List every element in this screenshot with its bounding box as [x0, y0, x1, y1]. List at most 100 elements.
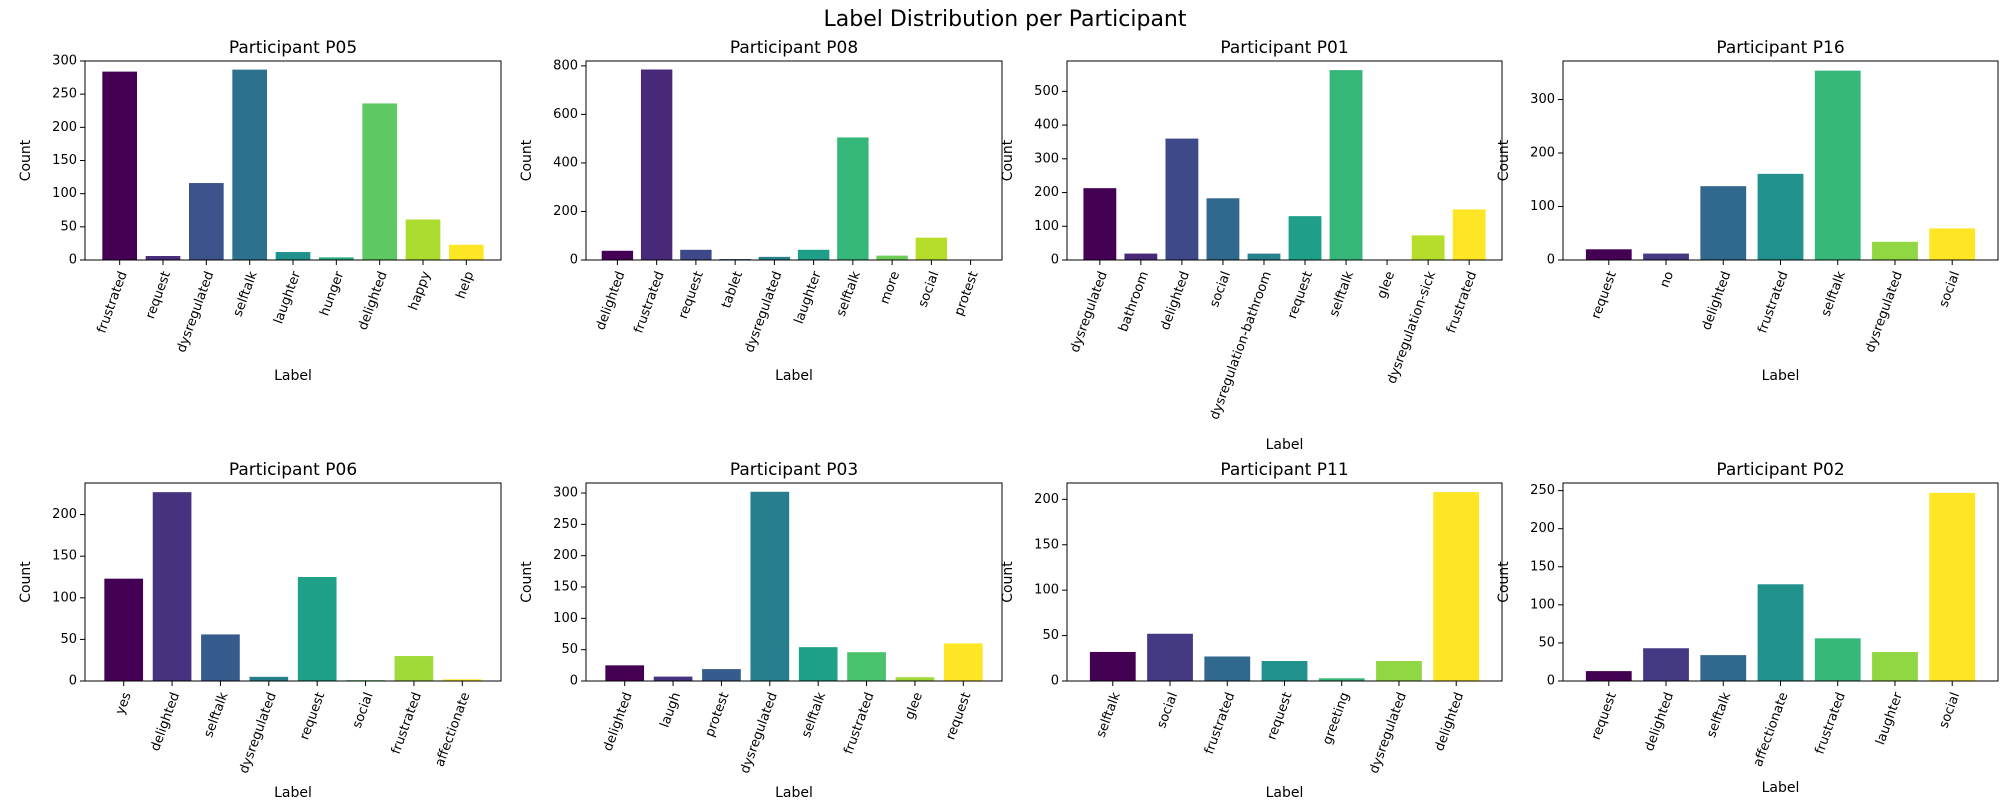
subplot-title: Participant P16: [1716, 38, 1844, 58]
x-tick-label: no: [1657, 269, 1677, 289]
bar-dysregulated: [249, 676, 289, 681]
axes-frame: [1066, 60, 1503, 261]
x-tick-label: frustrated: [94, 269, 130, 335]
y-tick-label: 50: [1042, 628, 1059, 643]
bar-social: [1147, 633, 1193, 681]
x-tick-label: laughter: [1873, 690, 1906, 747]
x-tick-label: request: [1589, 269, 1620, 321]
bar-delighted: [1433, 492, 1480, 681]
bar-protest: [702, 669, 741, 681]
y-tick-label: 200: [1034, 185, 1059, 200]
bar-hunger: [319, 257, 354, 260]
x-tick-label: request: [1285, 269, 1316, 321]
y-tick-label: 300: [1530, 92, 1555, 107]
y-tick-label: 500: [1034, 84, 1059, 99]
y-tick-label: 200: [553, 548, 578, 563]
x-tick-label: protest: [703, 690, 733, 739]
bar-dysregulation-bathroom: [1247, 253, 1281, 260]
x-tick-label: affectionate: [433, 690, 474, 768]
bar-delighted: [362, 103, 397, 260]
bar-dysregulated: [758, 256, 791, 260]
x-axis-label: Label: [1266, 785, 1304, 801]
y-tick-label: 800: [553, 58, 578, 73]
bar-dysregulated: [750, 491, 790, 681]
x-tick-label: social: [1154, 690, 1181, 730]
x-tick-label: yes: [113, 690, 135, 716]
bar-laugh: [653, 676, 693, 681]
x-axis-label: Label: [1762, 780, 1800, 796]
bar-request: [1261, 661, 1308, 681]
axes-frame: [84, 482, 502, 682]
subplot-title: Participant P01: [1220, 38, 1348, 58]
x-tick-label: selftalk: [1327, 269, 1357, 319]
x-tick-label: social: [1207, 269, 1234, 309]
y-tick-label: 50: [1538, 635, 1555, 650]
bar-laughter: [275, 252, 311, 260]
bar-dysregulation-sick: [1411, 235, 1445, 260]
y-axis-label: Count: [519, 139, 535, 181]
bar-social: [1929, 492, 1976, 681]
y-tick-label: 200: [1530, 146, 1555, 161]
bar-request: [1585, 671, 1632, 681]
y-tick-label: 600: [553, 107, 578, 122]
subplot-2: dysregulated bathroom delighted socialdysre…: [1000, 38, 1503, 453]
subplot-1: delighted frustrated request tabletdysregul…: [519, 38, 1003, 384]
y-tick-label: 200: [1034, 492, 1059, 507]
bar-request: [1288, 216, 1322, 260]
y-tick-label: 0: [69, 674, 77, 689]
bar-delighted: [605, 665, 645, 681]
subplot-0: frustrated request dysregulated selftalk lau…: [18, 38, 502, 384]
bar-more: [876, 255, 908, 260]
x-tick-label: selftalk: [834, 269, 864, 319]
y-tick-label: 100: [52, 186, 77, 201]
x-axis-label: Label: [1266, 437, 1304, 453]
bar-social: [915, 237, 948, 260]
bar-laughter: [1872, 652, 1918, 681]
bar-request: [297, 577, 337, 681]
y-tick-label: 50: [60, 632, 77, 647]
y-tick-label: 100: [1034, 219, 1059, 234]
x-tick-label: protest: [952, 269, 982, 318]
subplot-title: Participant P05: [229, 38, 357, 58]
bar-delighted: [152, 492, 192, 681]
y-tick-label: 50: [561, 642, 578, 657]
y-tick-label: 400: [553, 155, 578, 170]
x-tick-label: selftalk: [1094, 690, 1124, 740]
bar-selftalk: [201, 634, 240, 681]
axes-frame: [84, 60, 502, 261]
x-axis-label: Label: [274, 368, 312, 384]
x-axis-label: Label: [274, 785, 312, 801]
axes-frame: [1562, 60, 1999, 261]
y-tick-label: 0: [69, 253, 77, 268]
y-tick-label: 300: [553, 486, 578, 501]
x-tick-label: help: [454, 269, 478, 301]
y-tick-label: 0: [1547, 674, 1555, 689]
subplot-title: Participant P11: [1220, 460, 1348, 480]
x-tick-label: delighted: [1432, 690, 1467, 753]
bar-no: [1643, 253, 1689, 260]
bar-dysregulated: [1872, 241, 1918, 260]
y-tick-label: 0: [1051, 674, 1059, 689]
y-tick-label: 150: [52, 549, 77, 564]
bar-selftalk: [1814, 70, 1861, 260]
bar-social: [1206, 198, 1240, 260]
x-axis-label: Label: [1762, 368, 1800, 384]
x-tick-label: glee: [902, 690, 926, 721]
y-axis-label: Count: [519, 561, 535, 603]
x-tick-label: social: [350, 690, 377, 730]
subplot-title: Participant P08: [730, 38, 858, 58]
x-tick-label: selftalk: [201, 690, 231, 740]
x-tick-label: frustrated: [631, 269, 667, 335]
y-tick-label: 200: [52, 120, 77, 135]
x-tick-label: selftalk: [799, 690, 829, 740]
x-tick-label: bathroom: [1116, 269, 1152, 334]
x-tick-label: delighted: [1699, 269, 1734, 332]
x-tick-label: frustrated: [1813, 690, 1849, 756]
bar-frustrated: [847, 652, 886, 681]
y-axis-label: Count: [1496, 139, 1512, 181]
y-tick-label: 0: [570, 253, 578, 268]
y-axis-label: Count: [18, 561, 34, 603]
subplot-title: Participant P06: [229, 460, 357, 480]
x-tick-label: glee: [1375, 269, 1399, 300]
x-tick-label: laugh: [658, 690, 685, 729]
